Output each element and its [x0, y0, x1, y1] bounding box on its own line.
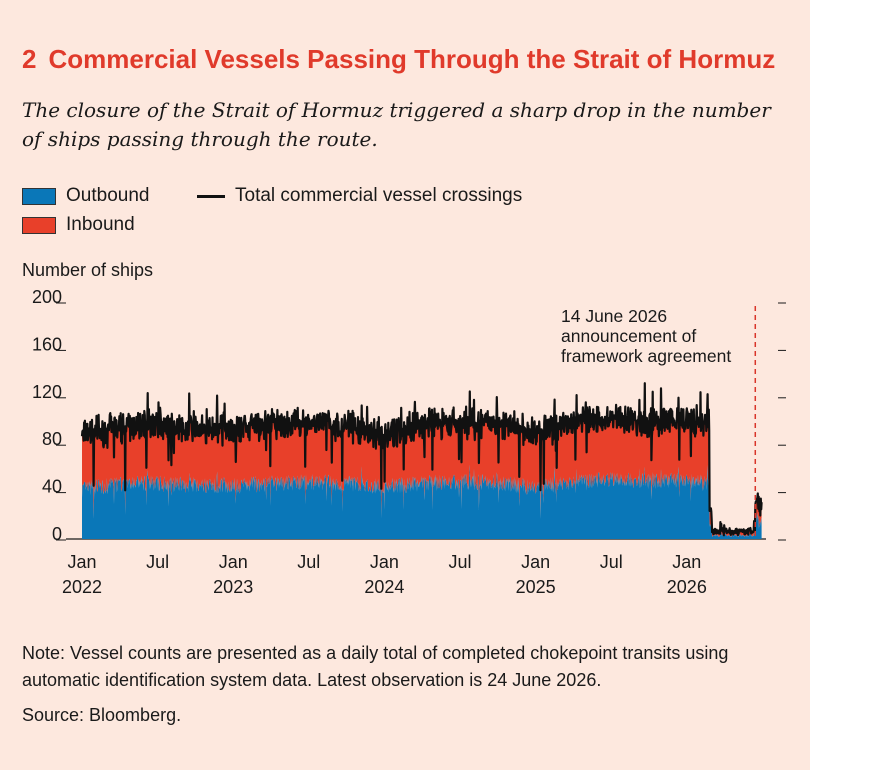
- chart-areas: [80, 382, 763, 539]
- legend-label-inbound: Inbound: [66, 214, 135, 235]
- series-total-line: [80, 382, 763, 537]
- x-tick-label: Jan: [67, 552, 96, 572]
- x-tick-label: Jul: [600, 552, 623, 572]
- x-ticks: Jan 2022 Jul Jan 2023 Jul Jan 2024 Jul Jan 2025 Jul…: [62, 552, 707, 597]
- y-tick-label: 120: [32, 382, 62, 402]
- x-tick-label: Jul: [297, 552, 320, 572]
- legend-label-outbound: Outbound: [66, 185, 150, 206]
- x-tick-year: 2024: [364, 577, 404, 597]
- chart-subtitle: The closure of the Strait of Hormuz trig…: [22, 98, 771, 151]
- chart-source: Source: Bloomberg.: [22, 705, 182, 725]
- x-tick-label: Jan: [521, 552, 550, 572]
- y-axis-label: Number of ships: [22, 260, 154, 280]
- y-tick-label: 80: [42, 429, 62, 449]
- x-tick-label: Jan: [219, 552, 248, 572]
- x-tick-year: 2026: [667, 577, 707, 597]
- annotation-text-line: framework agreement: [561, 346, 731, 366]
- annotation-text-line: 14 June 2026: [561, 306, 667, 326]
- legend-item-inbound: Inbound: [22, 214, 135, 236]
- y-tick-label: 200: [32, 290, 62, 307]
- series-outbound-area: [82, 464, 762, 539]
- y-tick-label: 160: [32, 334, 62, 354]
- y-tick-label: 40: [42, 477, 62, 497]
- legend-swatch-outbound: [22, 187, 56, 205]
- chart-number: 2: [22, 44, 37, 74]
- x-tick-label: Jan: [370, 552, 399, 572]
- x-tick-label: Jul: [146, 552, 169, 572]
- chart-note: Note: Vessel counts are presented as a d…: [22, 643, 729, 690]
- legend-label-total: Total commercial vessel crossings: [235, 185, 523, 206]
- x-tick-label: Jan: [672, 552, 701, 572]
- x-tick-year: 2025: [516, 577, 556, 597]
- legend-swatch-total: [197, 194, 225, 198]
- y-ticks: 0 40 80 120 160 200: [32, 290, 786, 544]
- x-tick-label: Jul: [449, 552, 472, 572]
- x-tick-year: 2022: [62, 577, 102, 597]
- legend-item-total: Total commercial vessel crossings: [197, 185, 522, 207]
- annotation-text-line: announcement of: [561, 326, 696, 346]
- x-tick-year: 2023: [213, 577, 253, 597]
- legend-item-outbound: Outbound: [22, 185, 149, 207]
- legend-swatch-inbound: [22, 216, 56, 234]
- y-tick-label: 0: [52, 524, 62, 544]
- chart-title: 2 Commercial Vessels Passing Through the …: [22, 44, 775, 75]
- chart-card: 2 Commercial Vessels Passing Through the …: [0, 0, 810, 770]
- chart-title-text: Commercial Vessels Passing Through the S…: [48, 44, 776, 74]
